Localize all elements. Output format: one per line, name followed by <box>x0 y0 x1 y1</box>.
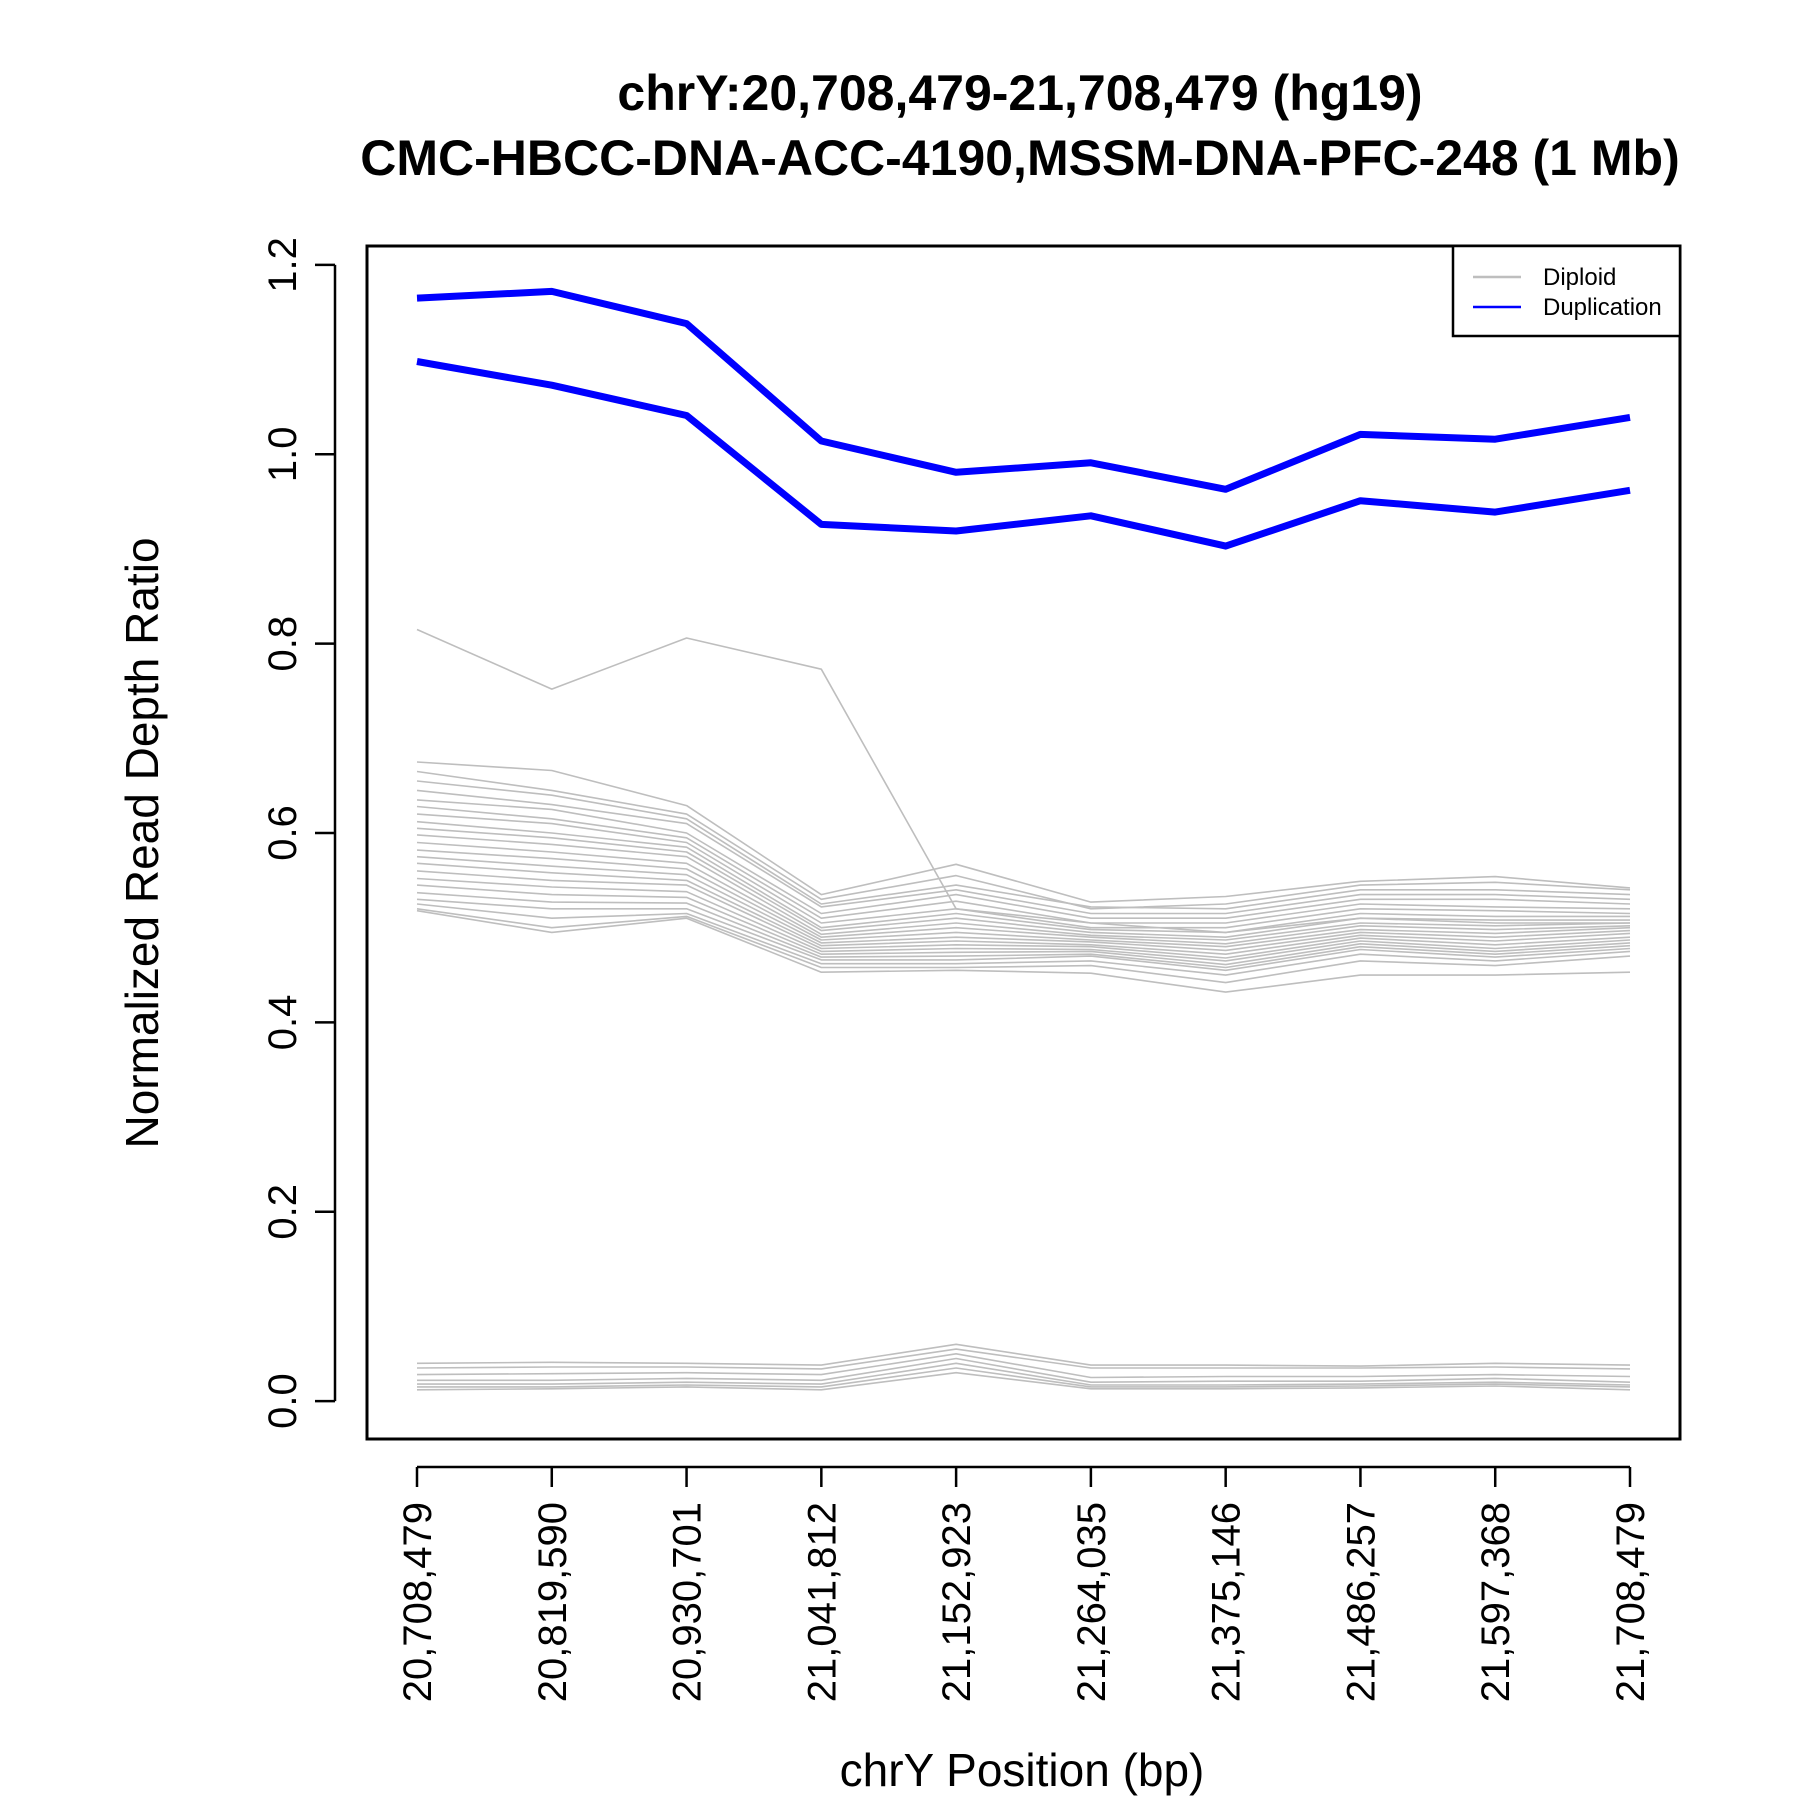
diploid-series-line-30 <box>417 1367 1631 1388</box>
axes-layer: 0.0 0.2 0.4 0.6 0.8 1.0 1.2 20,708,479 20,819,59… <box>261 237 1682 1702</box>
diploid-series-line-10 <box>416 820 1630 934</box>
x-tick-label-3: 21,041,812 <box>800 1502 844 1702</box>
x-tick-label-5: 21,264,035 <box>1070 1502 1114 1702</box>
diploid-series-line-20 <box>416 891 1631 969</box>
legend-label-diploid: Diploid <box>1543 264 1616 291</box>
diploid-series-line-14 <box>416 849 1631 948</box>
diploid-series-line-4 <box>416 770 1631 910</box>
plot-frame <box>365 244 1682 1441</box>
y-axis-label: Normalized Read Depth Ratio <box>116 537 168 1148</box>
legend-box <box>1451 244 1682 338</box>
x-tick-label-8: 21,597,368 <box>1474 1502 1518 1702</box>
x-tick-label-6: 21,375,146 <box>1205 1502 1249 1702</box>
legend: Diploid Duplication <box>1451 244 1682 338</box>
diploid-series-line-24 <box>416 909 1631 993</box>
x-tick-label-2: 20,930,701 <box>666 1502 710 1702</box>
diploid-series-line-19 <box>416 884 1631 966</box>
x-tick-label-9: 21,708,479 <box>1609 1502 1653 1702</box>
x-tick-label-7: 21,486,257 <box>1339 1502 1383 1702</box>
diploid-series-line-22 <box>416 903 1631 976</box>
diploid-series-line-23 <box>416 908 1631 984</box>
diploid-series-line-3 <box>416 761 1631 903</box>
diploid-series-line-26 <box>416 1348 1631 1370</box>
duplication-series-line-1 <box>416 358 1631 550</box>
diploid-series-line-21 <box>416 898 1631 972</box>
diploid-series-line-12 <box>416 834 1631 941</box>
y-tick-label-4: 0.8 <box>261 616 305 672</box>
diploid-series-line-28 <box>417 1357 1631 1383</box>
diploid-series-line-2 <box>416 628 1630 934</box>
y-tick-label-6: 1.2 <box>261 237 305 293</box>
x-tick-label-0: 20,708,479 <box>396 1502 440 1702</box>
diploid-series-line-9 <box>416 813 1631 929</box>
y-tick-label-2: 0.4 <box>261 995 305 1051</box>
diploid-series-line-16 <box>416 862 1631 956</box>
diploid-series-line-18 <box>416 877 1631 962</box>
diploid-series-line-11 <box>416 827 1630 939</box>
x-tick-label-1: 20,819,590 <box>531 1502 575 1702</box>
diploid-series-line-25 <box>416 1343 1631 1367</box>
chart-title: chrY:20,708,479-21,708,479 (hg19) <box>617 65 1422 121</box>
diploid-series-line-8 <box>416 805 1631 924</box>
x-tick-label-4: 21,152,923 <box>935 1502 979 1702</box>
series-layer <box>416 287 1631 1391</box>
diploid-series-line-31 <box>416 1371 1631 1391</box>
diploid-series-line-5 <box>416 780 1631 910</box>
diploid-series-line-29 <box>417 1362 1631 1386</box>
y-tick-label-1: 0.2 <box>261 1184 305 1240</box>
diploid-series-line-17 <box>416 870 1631 959</box>
diploid-series-line-13 <box>416 841 1631 945</box>
diploid-series-line-27 <box>416 1353 1631 1379</box>
y-tick-label-3: 0.6 <box>261 805 305 861</box>
diploid-series-line-6 <box>416 789 1631 915</box>
diploid-series-line-7 <box>416 799 1631 920</box>
chart-subtitle: CMC-HBCC-DNA-ACC-4190,MSSM-DNA-PFC-248 (… <box>360 130 1679 186</box>
y-tick-label-0: 0.0 <box>261 1373 305 1429</box>
duplication-series-line-0 <box>416 287 1631 493</box>
diploid-series-line-15 <box>416 855 1631 952</box>
y-tick-label-5: 1.0 <box>261 426 305 482</box>
x-axis-label: chrY Position (bp) <box>840 1744 1205 1796</box>
legend-label-duplication: Duplication <box>1543 294 1662 321</box>
